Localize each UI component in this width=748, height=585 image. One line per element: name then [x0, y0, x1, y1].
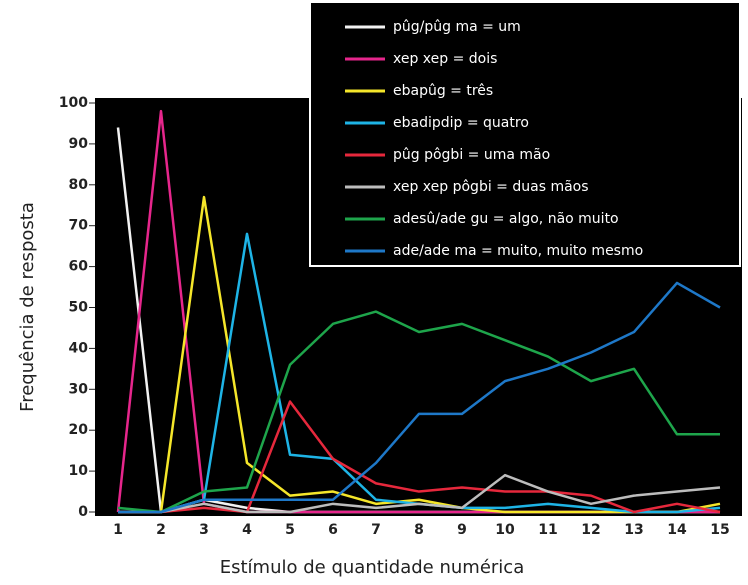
- x-tick-label: 5: [285, 522, 295, 538]
- x-tick-label: 2: [156, 522, 166, 538]
- x-tick-label: 9: [457, 522, 467, 538]
- x-tick-label: 12: [581, 522, 600, 538]
- y-axis-label: Frequência de resposta: [17, 202, 38, 412]
- x-tick-label: 8: [414, 522, 424, 538]
- x-tick-label: 7: [371, 522, 381, 538]
- series-line: [118, 473, 721, 514]
- y-tick-label: 40: [69, 340, 89, 356]
- legend-label: ebapûg = três: [393, 83, 493, 99]
- series-line: [118, 195, 721, 514]
- legend-label: pûg pôgbi = uma mão: [393, 147, 550, 163]
- y-tick-label: 50: [69, 300, 89, 316]
- y-tick-label: 80: [69, 177, 89, 193]
- x-tick-label: 6: [328, 522, 338, 538]
- x-tick-label: 11: [538, 522, 557, 538]
- series-line: [118, 400, 721, 514]
- legend-label: ebadipdip = quatro: [393, 115, 529, 131]
- legend: [309, 1, 741, 267]
- series-line: [117, 310, 720, 514]
- legend-label: pûg/pûg ma = um: [393, 19, 521, 35]
- y-tick-label: 0: [78, 504, 88, 520]
- series-line: [118, 281, 721, 514]
- y-tick-label: 60: [69, 259, 89, 275]
- x-tick-label: 4: [242, 522, 252, 538]
- legend-label: ade/ade ma = muito, muito mesmo: [393, 243, 643, 259]
- legend-label: xep xep pôgbi = duas mãos: [393, 179, 589, 195]
- x-tick-label: 3: [199, 522, 209, 538]
- x-tick-label: 1: [113, 522, 123, 538]
- y-tick-label: 10: [69, 463, 89, 479]
- x-tick-label: 15: [710, 522, 729, 538]
- x-tick-label: 13: [624, 522, 643, 538]
- x-tick-label: 14: [667, 522, 687, 538]
- legend-label: adesû/ade gu = algo, não muito: [393, 211, 619, 227]
- y-tick-label: 100: [59, 95, 88, 111]
- y-tick-label: 20: [69, 422, 89, 438]
- y-tick-label: 90: [69, 136, 89, 152]
- y-tick-label: 30: [69, 381, 89, 397]
- legend-label: xep xep = dois: [393, 51, 497, 67]
- x-axis-label: Estímulo de quantidade numérica: [220, 557, 524, 578]
- y-tick-label: 70: [69, 218, 89, 234]
- x-tick-label: 10: [495, 522, 515, 538]
